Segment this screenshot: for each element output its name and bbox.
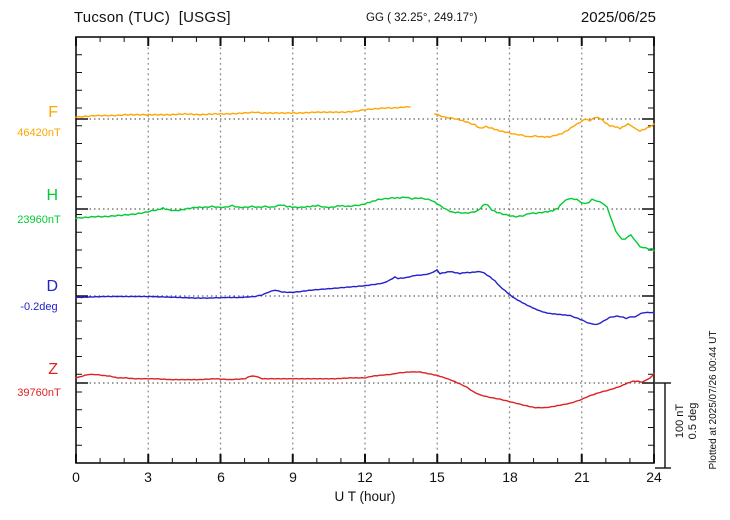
x-tick-24: 24 xyxy=(646,469,662,485)
channel-value-D: -0.2deg xyxy=(20,301,58,313)
channel-label-H: H xyxy=(46,187,58,204)
x-tick-18: 18 xyxy=(502,469,518,485)
x-tick-15: 15 xyxy=(429,469,445,485)
channel-value-H: 23960nT xyxy=(17,214,61,226)
plot-date: 2025/06/25 xyxy=(580,9,656,26)
x-tick-21: 21 xyxy=(574,469,590,485)
x-tick-9: 9 xyxy=(289,469,297,485)
x-tick-3: 3 xyxy=(144,469,152,485)
channel-value-F: 46420nT xyxy=(17,127,61,139)
geographic-coordinates: GG ( 32.25°, 249.17°) xyxy=(366,12,478,24)
x-tick-12: 12 xyxy=(357,469,373,485)
station-title: Tucson (TUC) [USGS] xyxy=(74,9,231,26)
x-tick-6: 6 xyxy=(217,469,225,485)
x-tick-0: 0 xyxy=(72,469,80,485)
x-axis-label: U T (hour) xyxy=(334,489,396,504)
channel-label-Z: Z xyxy=(48,361,58,378)
channel-value-Z: 39760nT xyxy=(17,387,61,399)
channel-label-F: F xyxy=(48,104,58,121)
channel-label-D: D xyxy=(46,278,58,295)
